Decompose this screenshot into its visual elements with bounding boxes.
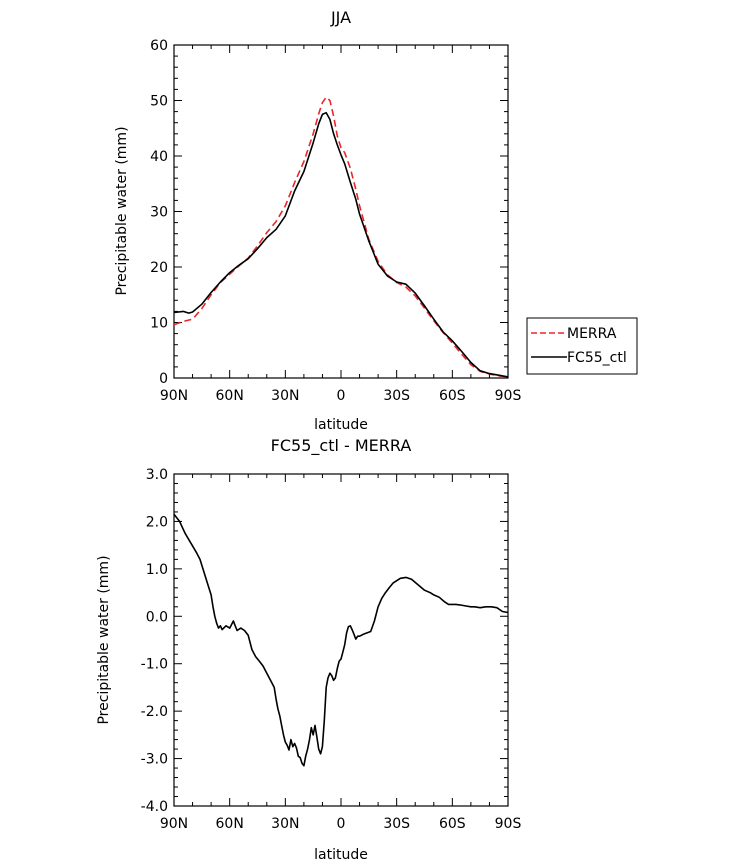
x-tick-label: 90N bbox=[160, 816, 188, 832]
x-tick-label: 30S bbox=[383, 388, 410, 404]
series-lines bbox=[173, 513, 509, 767]
y-tick-label: 0 bbox=[159, 371, 168, 387]
x-axis-title: latitude bbox=[314, 417, 368, 433]
y-tick-label: 3.0 bbox=[146, 467, 168, 483]
y-tick-label: 60 bbox=[150, 38, 168, 54]
y-tick-label: -2.0 bbox=[141, 704, 168, 720]
y-tick-label: -1.0 bbox=[141, 657, 168, 673]
y-tick-labels: 0 10 20 30 40 50 60 bbox=[150, 38, 168, 387]
legend-label-fc55: FC55_ctl bbox=[567, 350, 627, 366]
y-tick-label: -4.0 bbox=[141, 799, 168, 815]
precipitable-water-chart: JJA 0 10 20 30 40 50 60 90N 60N 30N 0 30S 60S 90S la… bbox=[114, 8, 638, 433]
tick-marks bbox=[173, 473, 509, 807]
x-tick-label: 60S bbox=[439, 816, 466, 832]
tick-marks bbox=[173, 44, 509, 379]
series-lines bbox=[173, 96, 509, 378]
x-tick-label: 90S bbox=[495, 388, 522, 404]
y-axis-title: Precipitable water (mm) bbox=[96, 555, 112, 724]
series-line-fc55-ctl bbox=[173, 111, 509, 378]
y-axis-title: Precipitable water (mm) bbox=[114, 126, 130, 295]
plot-frame bbox=[173, 473, 509, 807]
x-tick-label: 30S bbox=[383, 816, 410, 832]
x-tick-labels: 90N 60N 30N 0 30S 60S 90S bbox=[160, 816, 522, 832]
y-tick-label: 2.0 bbox=[146, 514, 168, 530]
y-tick-label: 10 bbox=[150, 316, 168, 332]
difference-chart: FC55_ctl - MERRA -4.0 -3.0 -2.0 -1.0 0.0 1.0 2… bbox=[96, 436, 521, 863]
x-tick-label: 60S bbox=[439, 388, 466, 404]
y-tick-labels: -4.0 -3.0 -2.0 -1.0 0.0 1.0 2.0 3.0 bbox=[141, 467, 168, 815]
y-tick-label: 50 bbox=[150, 94, 168, 110]
plot-frame bbox=[173, 44, 509, 379]
x-tick-label: 0 bbox=[337, 816, 346, 832]
x-axis-title: latitude bbox=[314, 847, 368, 863]
x-tick-label: 90N bbox=[160, 388, 188, 404]
x-tick-label: 60N bbox=[216, 816, 244, 832]
y-tick-label: 40 bbox=[150, 149, 168, 165]
x-tick-labels: 90N 60N 30N 0 30S 60S 90S bbox=[160, 388, 522, 404]
y-tick-label: 0.0 bbox=[146, 609, 168, 625]
legend-label-merra: MERRA bbox=[567, 326, 617, 342]
chart-title: FC55_ctl - MERRA bbox=[271, 436, 412, 456]
x-tick-label: 90S bbox=[495, 816, 522, 832]
y-tick-label: 1.0 bbox=[146, 562, 168, 578]
x-tick-label: 30N bbox=[271, 388, 299, 404]
x-tick-label: 60N bbox=[216, 388, 244, 404]
y-tick-label: 30 bbox=[150, 205, 168, 221]
series-line-merra bbox=[173, 96, 509, 378]
chart-title: JJA bbox=[330, 8, 351, 27]
legend-box bbox=[526, 317, 638, 375]
legend: MERRA FC55_ctl bbox=[526, 317, 638, 375]
y-tick-label: 20 bbox=[150, 260, 168, 276]
series-line-difference bbox=[173, 513, 509, 767]
x-tick-label: 30N bbox=[271, 816, 299, 832]
x-tick-label: 0 bbox=[337, 388, 346, 404]
y-tick-label: -3.0 bbox=[141, 752, 168, 768]
